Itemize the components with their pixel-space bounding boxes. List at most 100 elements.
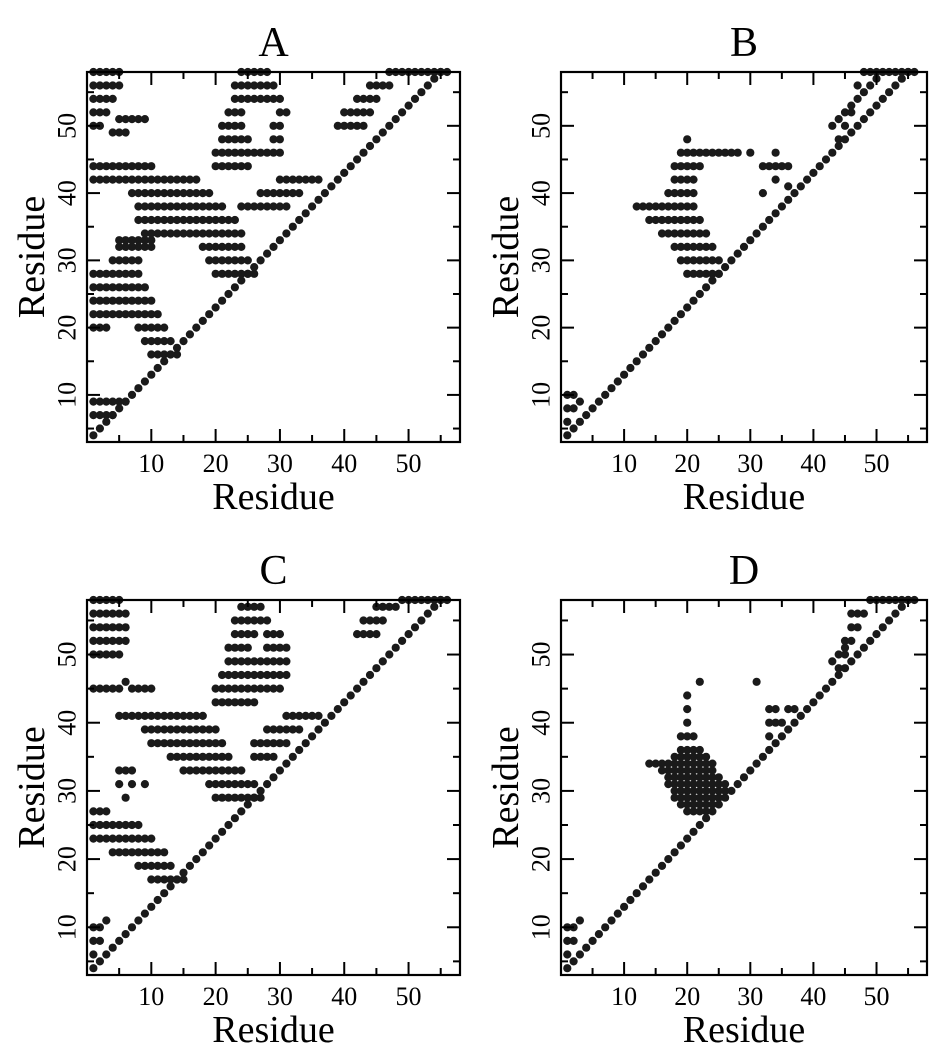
data-point [834, 650, 843, 659]
data-point [282, 759, 291, 768]
data-point [115, 820, 124, 830]
data-point [689, 752, 698, 761]
data-point [295, 175, 304, 184]
data-point [563, 417, 572, 426]
data-point [140, 780, 149, 789]
data-point [230, 670, 239, 680]
data-point [353, 684, 362, 693]
data-point [695, 148, 704, 157]
data-point [282, 657, 291, 666]
data-point [237, 256, 246, 265]
data-point [378, 602, 387, 611]
data-point [134, 189, 143, 198]
data-point [185, 766, 194, 775]
data-point [821, 684, 831, 693]
data-point [695, 752, 704, 761]
data-point [230, 814, 239, 823]
data-point [198, 316, 207, 325]
data-point [708, 148, 717, 157]
data-point [275, 108, 284, 117]
data-point [821, 155, 831, 164]
data-point [758, 162, 768, 171]
data-point [588, 936, 597, 946]
data-point [224, 162, 233, 171]
data-point [758, 222, 768, 231]
data-point [179, 739, 188, 748]
data-point [263, 202, 272, 211]
data-point [359, 630, 368, 639]
y-tick-label: 40 [53, 710, 82, 736]
data-point [160, 337, 169, 346]
data-point [230, 135, 239, 144]
data-point [147, 861, 156, 871]
data-point [153, 739, 162, 748]
data-point [333, 705, 342, 714]
data-point [166, 189, 175, 198]
data-point [230, 643, 239, 652]
data-point [205, 189, 214, 198]
data-point [353, 155, 362, 164]
data-point [237, 602, 246, 611]
data-point [224, 657, 233, 666]
data-point [256, 602, 265, 611]
data-point [878, 94, 887, 103]
data-point [563, 404, 572, 413]
data-point [771, 162, 780, 171]
x-axis-label: Residue [212, 476, 334, 518]
data-point [89, 834, 98, 843]
data-point [752, 677, 761, 686]
data-point [708, 773, 717, 782]
data-point [689, 745, 698, 755]
data-point [702, 814, 711, 823]
data-point [256, 684, 265, 693]
data-point [179, 752, 188, 761]
axis-ticks [561, 72, 927, 442]
data-point [269, 684, 278, 693]
data-point [224, 256, 233, 265]
data-point [218, 698, 227, 707]
data-point [689, 827, 698, 836]
data-point [282, 670, 291, 680]
data-point [134, 848, 143, 857]
data-point [185, 229, 194, 238]
data-point [885, 88, 894, 97]
data-point [417, 88, 426, 97]
x-axis-label: Residue [683, 476, 805, 518]
data-point [198, 189, 207, 198]
data-point [224, 684, 233, 693]
data-point [676, 759, 686, 768]
data-point [790, 189, 799, 198]
data-point [115, 834, 124, 843]
x-tick-label: 40 [800, 449, 826, 478]
data-point [179, 337, 188, 346]
data-point [708, 276, 717, 285]
data-point [563, 431, 572, 440]
data-point [205, 215, 214, 225]
data-point [115, 780, 124, 789]
data-point [243, 162, 252, 171]
data-point [160, 848, 169, 857]
data-point [89, 296, 98, 305]
data-point [198, 242, 207, 251]
data-point [777, 732, 787, 741]
data-point [160, 889, 169, 898]
data-point [263, 81, 272, 90]
data-point [295, 725, 304, 734]
data-point [205, 841, 214, 850]
data-point [108, 943, 117, 952]
data-point [256, 256, 265, 265]
data-point [153, 189, 162, 198]
data-point [275, 94, 284, 103]
data-point [115, 636, 124, 646]
data-point [670, 773, 679, 782]
data-point [840, 664, 850, 673]
data-point [166, 337, 175, 346]
data-point [115, 623, 124, 632]
data-point [134, 861, 143, 871]
data-point [108, 81, 117, 90]
data-point [777, 718, 787, 727]
data-point [638, 202, 648, 211]
data-point [771, 175, 780, 184]
data-point [205, 752, 214, 761]
data-point [179, 711, 188, 721]
